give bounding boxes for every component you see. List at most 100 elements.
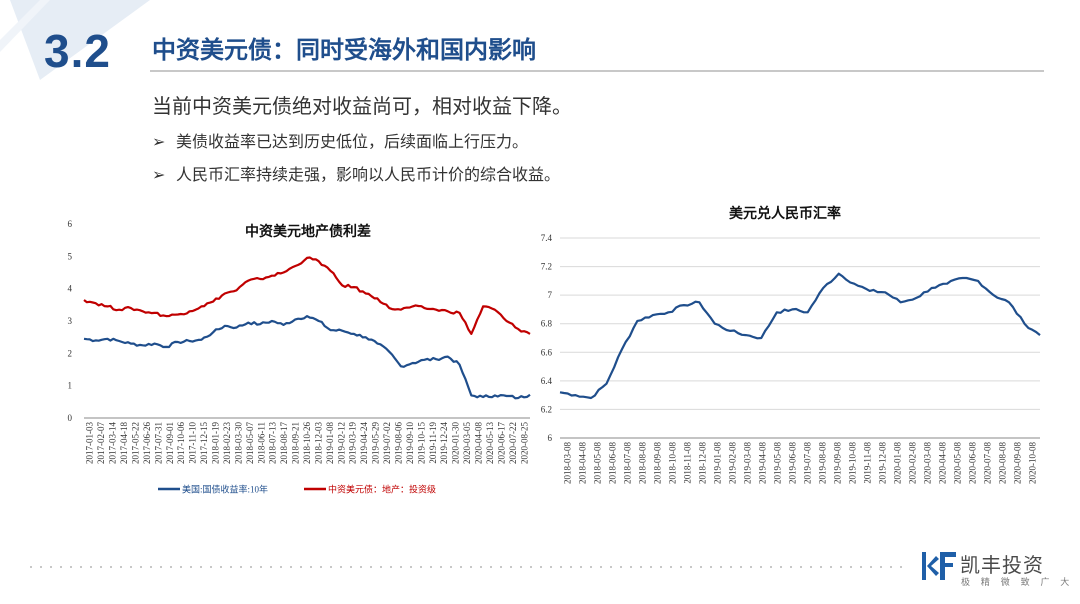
legend-label: 美国:国债收益率:10年 [182, 484, 268, 495]
x-tick-label: 2019-04-24 [359, 422, 369, 464]
chart-title: 中资美元地产债利差 [245, 223, 371, 240]
x-tick-label: 2020-07-22 [508, 422, 518, 464]
x-tick-label: 2020-05-13 [485, 422, 495, 464]
x-tick-label: 2019-10-08 [848, 442, 858, 484]
x-tick-label: 2018-07-08 [623, 442, 633, 484]
x-tick-label: 2018-10-26 [302, 422, 312, 464]
x-tick-label: 2018-01-19 [211, 422, 221, 464]
x-tick-label: 2019-10-15 [416, 422, 426, 464]
x-tick-label: 2019-04-08 [758, 442, 768, 484]
x-tick-label: 2019-11-19 [428, 422, 438, 464]
x-tick-label: 2020-03-05 [462, 422, 472, 464]
x-tick-label: 2018-02-23 [222, 422, 232, 464]
x-tick-label: 2020-02-08 [908, 442, 918, 484]
x-tick-label: 2019-12-08 [878, 442, 888, 484]
x-tick-label: 2018-04-08 [578, 442, 588, 484]
bullet-text: 美债收益率已达到历史低位，后续面临上行压力。 [176, 132, 529, 151]
page-title: 中资美元债：同时受海外和国内影响 [152, 36, 536, 64]
x-tick-label: 2017-06-26 [142, 422, 152, 464]
x-tick-label: 2017-09-01 [165, 422, 175, 464]
x-tick-label: 2018-09-08 [653, 442, 663, 484]
x-tick-label: 2017-01-03 [85, 422, 95, 464]
bullet-arrow-icon: ➢ [152, 132, 166, 151]
y-tick-label: 1 [68, 381, 73, 391]
x-tick-label: 2020-01-08 [893, 442, 903, 484]
lead-statement: 当前中资美元债绝对收益尚可，相对收益下降。 [152, 94, 572, 118]
y-tick-label: 6 [68, 219, 73, 229]
x-tick-label: 2018-08-08 [638, 442, 648, 484]
x-tick-label: 2019-08-08 [818, 442, 828, 484]
y-tick-label: 0 [68, 413, 73, 423]
x-tick-label: 2020-04-08 [938, 442, 948, 484]
y-tick-label: 2 [68, 348, 73, 358]
x-tick-label: 2019-02-08 [728, 442, 738, 484]
y-tick-label: 6.6 [541, 347, 553, 357]
x-tick-label: 2018-03-30 [233, 422, 243, 464]
y-tick-label: 7 [548, 290, 553, 300]
x-tick-label: 2018-05-08 [593, 442, 603, 484]
x-tick-label: 2019-08-06 [393, 422, 403, 464]
x-tick-label: 2018-05-07 [245, 422, 255, 464]
x-tick-label: 2019-07-02 [382, 422, 392, 464]
y-tick-label: 6.8 [541, 319, 553, 329]
x-tick-label: 2019-03-19 [348, 422, 358, 464]
x-tick-label: 2020-10-08 [1028, 442, 1038, 484]
x-tick-label: 2019-09-10 [405, 422, 415, 464]
x-tick-label: 2020-08-25 [519, 422, 529, 464]
x-tick-label: 2018-06-08 [608, 442, 618, 484]
x-tick-label: 2018-11-08 [683, 442, 693, 484]
bullet-item: ➢ 美债收益率已达到历史低位，后续面临上行压力。 [152, 128, 528, 152]
y-tick-label: 7.2 [541, 262, 552, 272]
title-divider [150, 70, 1044, 72]
x-tick-label: 2020-03-08 [923, 442, 933, 484]
x-tick-label: 2017-10-06 [176, 422, 186, 464]
x-tick-label: 2018-12-08 [698, 442, 708, 484]
x-tick-label: 2019-09-08 [833, 442, 843, 484]
chart-title: 美元兑人民币汇率 [729, 205, 841, 222]
y-tick-label: 6 [548, 433, 553, 443]
x-tick-label: 2019-05-08 [773, 442, 783, 484]
x-tick-label: 2019-12-24 [439, 422, 449, 464]
x-tick-label: 2018-08-17 [279, 422, 289, 464]
x-tick-label: 2018-10-08 [668, 442, 678, 484]
x-tick-label: 2017-07-31 [153, 422, 163, 464]
x-tick-label: 2020-04-08 [474, 422, 484, 464]
x-tick-label: 2019-05-29 [371, 422, 381, 464]
corner-decoration [0, 0, 150, 80]
x-tick-label: 2018-03-08 [563, 442, 573, 484]
x-tick-label: 2018-12-03 [313, 422, 323, 464]
x-tick-label: 2018-07-13 [268, 422, 278, 464]
usdcny-chart: 美元兑人民币汇率 6 6.2 6.4 6.6 6.8 7 7.2 7.4 2018-03-08 20… [541, 205, 1041, 484]
x-tick-label: 2019-06-08 [788, 442, 798, 484]
x-tick-label: 2020-01-30 [451, 422, 461, 464]
series-line [83, 256, 531, 335]
x-tick-label: 2019-03-08 [743, 442, 753, 484]
bullet-item: ➢ 人民币汇率持续走强，影响以人民币计价的综合收益。 [152, 161, 560, 185]
bullet-text: 人民币汇率持续走强，影响以人民币计价的综合收益。 [176, 165, 561, 184]
section-number: 3.2 [44, 25, 111, 77]
series-line [559, 272, 1041, 400]
x-tick-label: 2020-05-08 [953, 442, 963, 484]
x-tick-label: 2019-01-08 [325, 422, 335, 464]
y-tick-label: 6.4 [541, 376, 553, 386]
x-tick-label: 2017-02-07 [96, 422, 106, 464]
x-tick-label: 2017-05-22 [130, 422, 140, 464]
bullet-arrow-icon: ➢ [152, 165, 166, 184]
x-tick-label: 2019-07-08 [803, 442, 813, 484]
x-tick-label: 2018-06-11 [256, 422, 266, 464]
x-tick-label: 2020-06-17 [496, 422, 506, 464]
x-tick-label: 2018-09-21 [291, 422, 301, 464]
x-tick-label: 2020-07-08 [983, 442, 993, 484]
x-tick-label: 2020-06-08 [968, 442, 978, 484]
legend-label: 中资美元债：地产：投资级 [328, 484, 436, 495]
x-tick-label: 2020-09-08 [1013, 442, 1023, 484]
x-tick-label: 2017-12-15 [199, 422, 209, 464]
y-tick-label: 7.4 [541, 233, 553, 243]
x-tick-label: 2017-04-18 [119, 422, 129, 464]
y-tick-label: 6.2 [541, 404, 552, 414]
y-tick-label: 4 [68, 284, 73, 294]
x-tick-label: 2017-03-14 [108, 422, 118, 464]
brand-slogan: 极 精 微 致 广 大 [961, 578, 1074, 588]
x-tick-label: 2017-11-10 [188, 422, 198, 464]
